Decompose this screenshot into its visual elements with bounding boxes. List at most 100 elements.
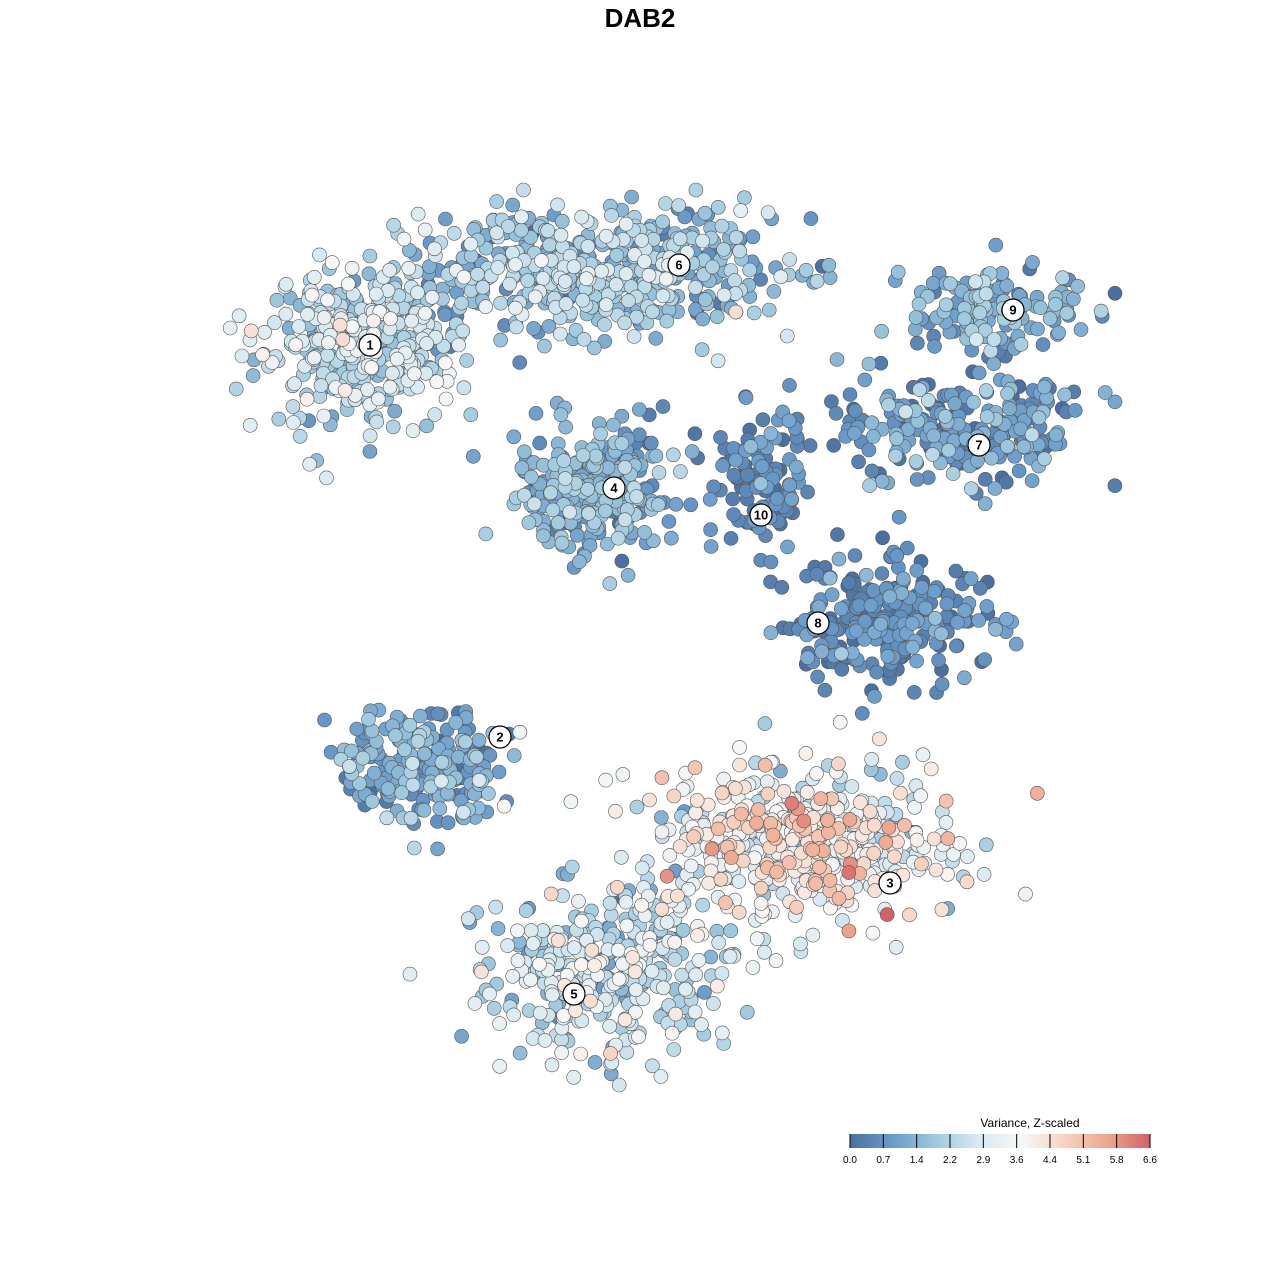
cluster-label-badge — [667, 253, 691, 277]
scatter-point — [361, 711, 376, 727]
scatter-point — [861, 442, 877, 458]
scatter-point — [405, 756, 420, 771]
scatter-point — [661, 514, 677, 529]
scatter-point — [617, 1012, 633, 1028]
legend-tick-label: 0.0 — [843, 1155, 857, 1166]
scatter-point — [906, 685, 922, 700]
legend-tick-label: 1.4 — [910, 1155, 924, 1166]
scatter-point — [659, 313, 675, 329]
scatter-point — [655, 980, 671, 996]
scatter-point — [711, 935, 727, 950]
scatter-point — [641, 267, 657, 283]
scatter-point — [427, 407, 443, 422]
scatter-point — [406, 366, 422, 382]
scatter-point — [909, 563, 925, 578]
scatter-point — [822, 873, 838, 888]
scatter-point — [386, 217, 401, 233]
scatter-point — [858, 567, 874, 583]
scatter-point — [914, 856, 929, 872]
scatter-point — [416, 802, 432, 818]
scatter-point — [824, 587, 840, 603]
scatter-point — [505, 968, 521, 984]
scatter-point — [920, 393, 936, 408]
scatter-point — [1037, 451, 1052, 467]
scatter-point — [731, 874, 747, 889]
scatter-point — [907, 799, 922, 815]
scatter-point — [404, 313, 419, 329]
scatter-point — [667, 934, 682, 950]
scatter-point — [844, 779, 860, 794]
scatter-point — [405, 423, 421, 438]
cluster-labels-layer: 1 2 3 4 5 6 7 8 9 10 — [358, 253, 1025, 1006]
scatter-point — [851, 454, 866, 470]
scatter-point — [608, 803, 623, 819]
scatter-point — [918, 600, 933, 616]
scatter-point — [603, 1046, 618, 1061]
scatter-point — [765, 827, 781, 843]
scatter-point — [379, 810, 395, 826]
scatter-point — [667, 952, 683, 967]
scatter-point — [890, 264, 906, 280]
scatter-point — [746, 305, 762, 321]
scatter-point — [956, 670, 972, 686]
scatter-point — [493, 295, 508, 311]
scatter-point — [695, 311, 711, 327]
scatter-point — [456, 804, 471, 820]
scatter-point — [410, 206, 426, 222]
scatter-point — [683, 858, 699, 874]
scatter-point — [405, 777, 421, 793]
scatter-point — [834, 661, 850, 677]
scatter-point — [473, 964, 489, 980]
scatter-point — [1013, 421, 1028, 437]
scatter-point — [493, 332, 508, 348]
scatter-point — [813, 791, 829, 807]
scatter-point — [1048, 427, 1064, 443]
scatter-point — [618, 266, 634, 282]
scatter-point — [978, 383, 994, 398]
scatter-point — [789, 899, 804, 915]
color-legend: Variance, Z-scaled 0.0 0.7 1.4 2.2 2.9 3.6 4.4… — [843, 1116, 1157, 1166]
scatter-point — [694, 342, 710, 358]
scatter-point — [910, 335, 925, 351]
scatter-point — [800, 484, 815, 500]
scatter-point — [782, 477, 798, 493]
scatter-point — [594, 263, 609, 279]
scatter-point — [581, 506, 596, 521]
scatter-point — [1035, 337, 1051, 352]
scatter-point — [292, 428, 308, 444]
scatter-point — [739, 1004, 755, 1020]
scatter-point — [490, 921, 506, 936]
scatter-point — [925, 275, 941, 291]
scatter-point — [745, 229, 761, 245]
scatter-point — [488, 899, 504, 915]
scatter-point — [697, 205, 713, 221]
scatter-point — [841, 865, 857, 880]
scatter-point — [683, 497, 699, 513]
scatter-point — [564, 859, 580, 875]
scatter-point — [703, 539, 719, 554]
scatter-point — [417, 305, 433, 321]
scatter-point — [482, 986, 497, 1002]
scatter-point — [321, 335, 336, 351]
scatter-point — [842, 387, 858, 402]
scatter-point — [419, 418, 435, 434]
legend-tick-label: 5.1 — [1076, 1155, 1090, 1166]
scatter-point — [763, 625, 779, 641]
scatter-point — [722, 949, 738, 964]
scatter-point — [637, 254, 652, 269]
scatter-point — [535, 271, 551, 286]
cluster-label-badge — [878, 871, 902, 895]
scatter-point — [798, 262, 814, 278]
scatter-point — [516, 487, 532, 503]
scatter-point — [566, 940, 582, 956]
scatter-point — [998, 474, 1014, 490]
scatter-point — [637, 525, 652, 540]
scatter-point — [602, 895, 618, 911]
scatter-point — [742, 262, 758, 278]
scatter-point — [460, 911, 476, 927]
scatter-point — [904, 616, 920, 631]
cluster-label-8: 8 — [806, 611, 830, 635]
scatter-point — [938, 815, 954, 830]
scatter-point — [355, 750, 371, 766]
scatter-point — [757, 757, 773, 773]
